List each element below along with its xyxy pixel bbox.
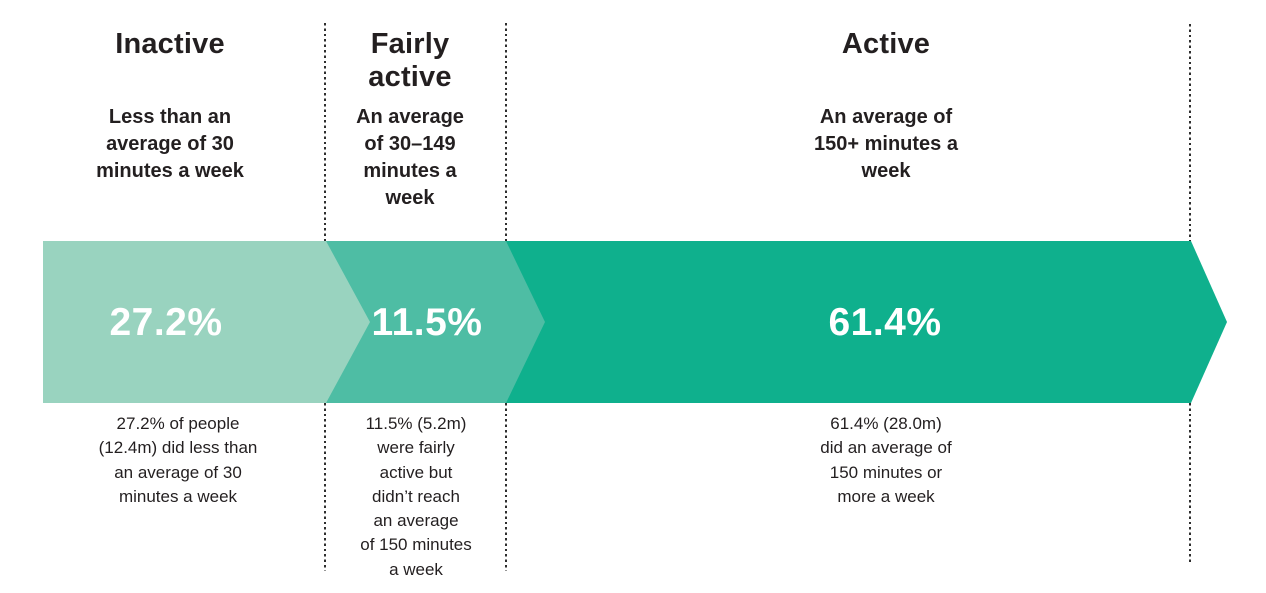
bar-segment-inactive xyxy=(43,241,370,403)
divider-inactive-fairly-bottom xyxy=(324,403,326,571)
divider-right-edge-bottom xyxy=(1189,403,1191,565)
percent-label-inactive: 27.2% xyxy=(109,301,223,344)
percent-label-active: 61.4% xyxy=(828,301,942,344)
note-active: 61.4% (28.0m) did an average of 150 minu… xyxy=(820,414,952,506)
divider-fairly-active-bottom xyxy=(505,403,507,571)
divider-inactive-fairly-top xyxy=(324,23,326,241)
divider-fairly-active-top xyxy=(505,23,507,241)
column-title-active: Active xyxy=(841,28,931,60)
column-definition-inactive: Less than an average of 30 minutes a wee… xyxy=(96,106,244,182)
divider-right-edge-top xyxy=(1189,24,1191,241)
bar-segment-active xyxy=(506,241,1227,403)
note-fairly-active: 11.5% (5.2m) were fairly active but didn… xyxy=(360,414,472,579)
column-definition-active: An average of 150+ minutes a week xyxy=(814,106,958,182)
note-inactive: 27.2% of people (12.4m) did less than an… xyxy=(98,414,258,506)
column-title-inactive: Inactive xyxy=(115,28,225,60)
column-definition-fairly-active: An average of 30–149 minutes a week xyxy=(356,106,464,209)
percent-label-fairly-active: 11.5% xyxy=(371,301,483,344)
bar-segment-fairly-active xyxy=(326,241,545,403)
column-title-fairly-active: Fairly active xyxy=(368,28,452,93)
